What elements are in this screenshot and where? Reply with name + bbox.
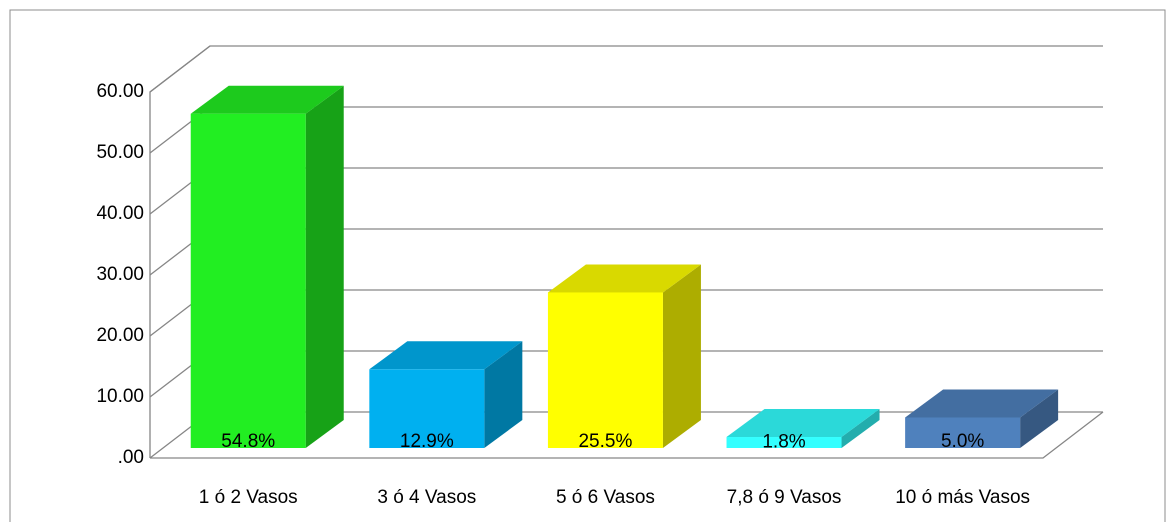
bar bbox=[726, 437, 842, 448]
data-label: 5.0% bbox=[941, 431, 984, 452]
bar bbox=[190, 113, 306, 448]
data-label: 25.5% bbox=[578, 431, 632, 452]
bar bbox=[369, 369, 485, 448]
y-tick-label: 40.00 bbox=[96, 203, 144, 224]
bar-top bbox=[726, 409, 880, 438]
y-tick-label: 20.00 bbox=[96, 325, 144, 346]
bar-side bbox=[1020, 389, 1059, 448]
x-tick-label: 1 ó 2 Vasos bbox=[199, 487, 298, 508]
data-label: 54.8% bbox=[221, 431, 275, 452]
grid-line bbox=[149, 45, 1103, 93]
bar bbox=[547, 292, 663, 448]
y-tick-label: 50.00 bbox=[96, 142, 144, 163]
y-tick-label: 30.00 bbox=[96, 264, 144, 285]
y-tick-label: .00 bbox=[118, 447, 144, 468]
x-tick-label: 10 ó más Vasos bbox=[895, 487, 1030, 508]
bar-side bbox=[484, 341, 523, 448]
bar-side bbox=[305, 85, 344, 448]
bar-top bbox=[190, 85, 344, 114]
bar-top bbox=[905, 389, 1059, 418]
bar bbox=[905, 417, 1021, 448]
x-tick-label: 5 ó 6 Vasos bbox=[556, 487, 655, 508]
floor bbox=[150, 411, 1104, 459]
x-tick-label: 3 ó 4 Vasos bbox=[377, 487, 476, 508]
bar-top bbox=[547, 264, 701, 293]
bar-side bbox=[841, 409, 880, 448]
bar-top bbox=[369, 341, 523, 370]
data-label: 12.9% bbox=[400, 431, 454, 452]
y-tick-label: 10.00 bbox=[96, 386, 144, 407]
y-tick-label: 60.00 bbox=[96, 81, 144, 102]
bar-side bbox=[662, 264, 701, 448]
x-tick-label: 7,8 ó 9 Vasos bbox=[727, 487, 842, 508]
data-label: 1.8% bbox=[762, 432, 805, 453]
